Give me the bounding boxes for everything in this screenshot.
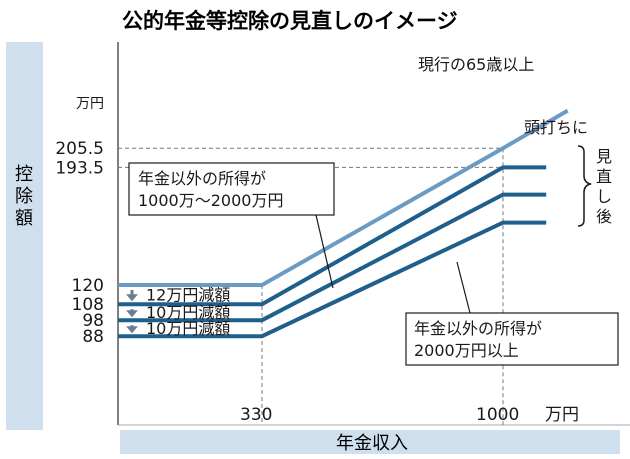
after-review-label: 見直し後 xyxy=(596,147,612,226)
series-line-2 xyxy=(118,192,547,323)
series-line-0 xyxy=(118,108,569,287)
y-tick-label: 98 xyxy=(82,311,104,331)
callout-box-mid xyxy=(128,162,335,216)
after-review-bracket xyxy=(577,145,593,227)
callout-mid-line1: 年金以外の所得が xyxy=(138,169,266,188)
y-tick-label: 205.5 xyxy=(55,139,104,159)
after-review-text: 見直し後 xyxy=(596,147,612,226)
callout-high-line2: 2000万円以上 xyxy=(414,341,519,360)
callout-high-line1: 年金以外の所得が xyxy=(414,319,542,338)
x-axis-band xyxy=(120,430,620,454)
reduction-arrow-head xyxy=(126,310,138,318)
y-tick-label: 88 xyxy=(82,327,104,347)
series-line-3 xyxy=(118,220,547,339)
series-line-1 xyxy=(118,165,547,307)
y-tick-label: 108 xyxy=(72,295,104,315)
chart-title: 公的年金等控除の見直しのイメージ xyxy=(122,9,458,33)
y-tick-label: 120 xyxy=(72,276,104,296)
reduction-arrow-head xyxy=(126,294,138,302)
x-tick-label: 1000 xyxy=(476,405,519,425)
series-label-current: 現行の65歳以上 xyxy=(418,55,534,74)
reduction-label: 12万円減額 xyxy=(146,286,230,305)
y-tick-label: 193.5 xyxy=(55,158,104,178)
callout-mid-line2: 1000万～2000万円 xyxy=(138,191,283,210)
y-axis-label: 控除額 xyxy=(15,164,33,229)
reduction-arrow-head xyxy=(126,326,138,334)
cap-annotation: 頭打ちに xyxy=(524,118,588,137)
x-unit-label: 万円 xyxy=(545,405,579,425)
callout-mid-pointer xyxy=(315,214,334,289)
y-unit-label: 万円 xyxy=(76,96,104,112)
reduction-label: 10万円減額 xyxy=(146,303,230,322)
y-axis-band xyxy=(6,42,43,430)
callout-high-pointer xyxy=(456,261,471,314)
callout-box-high xyxy=(405,312,619,366)
reduction-label: 10万円減額 xyxy=(146,319,230,338)
x-axis-label: 年金収入 xyxy=(336,433,408,454)
x-tick-label: 330 xyxy=(240,405,272,425)
